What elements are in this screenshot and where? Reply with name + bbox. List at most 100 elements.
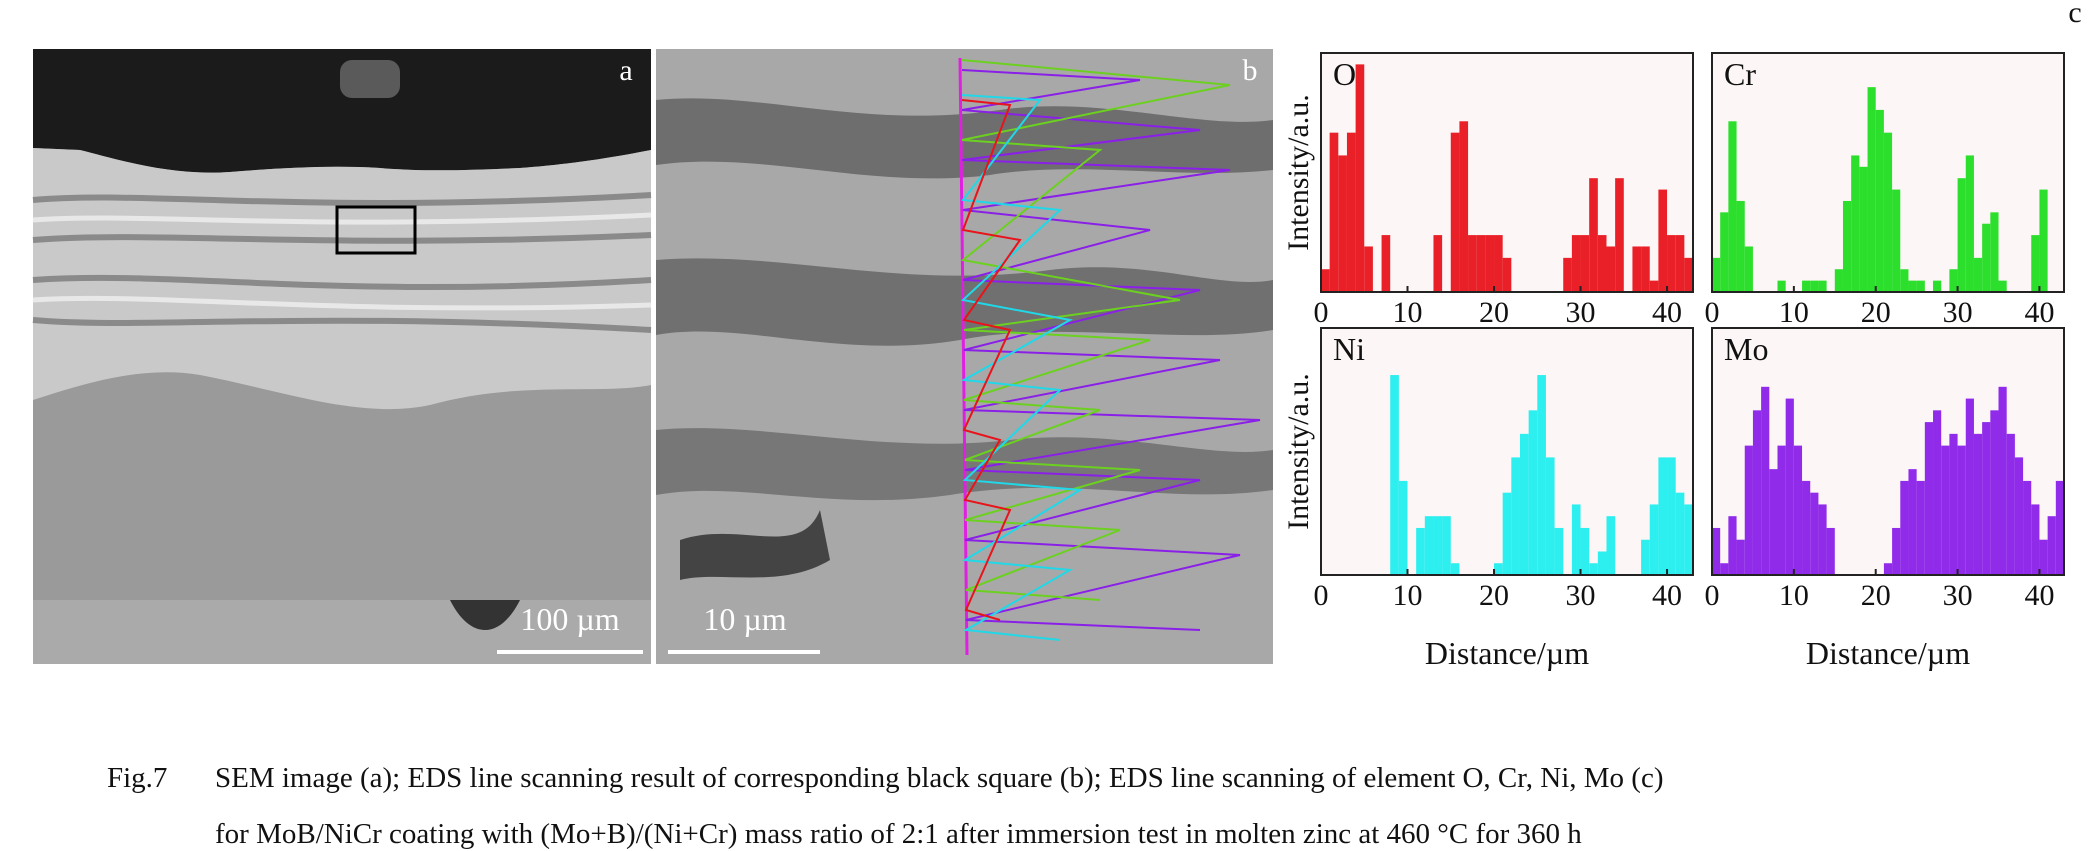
bar [1802, 480, 1811, 575]
bar [1329, 132, 1339, 292]
x-tick-label: 10 [1393, 296, 1423, 329]
bar [2023, 480, 2032, 575]
bar [1892, 189, 1901, 292]
bar [1545, 457, 1555, 575]
chart-title: Ni [1333, 331, 1365, 367]
bar [1511, 457, 1520, 575]
x-tick-label: 0 [1705, 579, 1720, 612]
bar [1355, 64, 1365, 292]
bar [1834, 269, 1843, 292]
bar [1933, 280, 1942, 292]
bar [1777, 445, 1786, 575]
y-axis-label: Intensity/a.u. [1282, 373, 1315, 530]
bar [1712, 527, 1721, 575]
bar [1900, 269, 1909, 292]
bar [1571, 504, 1581, 575]
bar [1883, 563, 1893, 575]
bar [1973, 433, 1983, 575]
bar [1684, 504, 1693, 575]
x-axis-label: Distance/µm [1806, 635, 1970, 671]
bar [1485, 235, 1495, 292]
bar [1892, 527, 1901, 575]
chart-title: Cr [1724, 56, 1756, 92]
plot-frame [1320, 52, 1694, 293]
bar [1851, 155, 1860, 292]
x-tick-label: 0 [1705, 296, 1720, 329]
bar [1957, 445, 1966, 575]
caption-text: SEM image (a); EDS line scanning result … [215, 762, 1664, 794]
x-tick-label: 10 [1779, 579, 1809, 612]
bar [1965, 155, 1974, 292]
bar [1842, 200, 1852, 292]
bar [1728, 121, 1737, 293]
bar [1736, 200, 1745, 292]
bar [1615, 178, 1624, 292]
bar [1338, 155, 1347, 292]
scale-bar-label: 10 µm [703, 601, 786, 637]
bar [1494, 235, 1503, 292]
panel-label: c [2068, 0, 2081, 29]
bar [1658, 189, 1668, 292]
bar [1916, 280, 1925, 292]
bar [1597, 551, 1607, 575]
bar [1769, 469, 1778, 575]
panel-label: a [619, 54, 632, 87]
bar [1390, 375, 1399, 575]
plot-frame [1320, 327, 1694, 576]
bar [1973, 257, 1983, 292]
bar [1818, 504, 1827, 575]
bar [1982, 223, 1991, 292]
bar [1424, 516, 1434, 575]
chart-title: Mo [1724, 331, 1768, 367]
bar [1468, 235, 1477, 292]
bar [1528, 410, 1538, 575]
bar [1537, 375, 1546, 575]
bar [1867, 87, 1876, 293]
bar [1519, 433, 1529, 575]
bar [1728, 516, 1737, 575]
x-tick-label: 20 [1479, 579, 1509, 612]
bar [1810, 280, 1819, 292]
bar [1554, 527, 1564, 575]
x-tick-label: 10 [1779, 296, 1809, 329]
bar [1649, 504, 1659, 575]
sem-image-b [656, 49, 1273, 664]
bar [1494, 563, 1503, 575]
bar [1908, 469, 1917, 575]
caption-text: for MoB/NiCr coating with (Mo+B)/(Ni+Cr)… [215, 818, 1582, 850]
x-tick-label: 30 [1566, 296, 1596, 329]
bar [1450, 132, 1460, 292]
bar [1563, 257, 1572, 292]
x-tick-label: 10 [1393, 579, 1423, 612]
bar [1597, 235, 1607, 292]
bar [1502, 257, 1512, 292]
bar [1364, 246, 1373, 292]
plot-frame [1711, 52, 2065, 293]
x-tick-label: 40 [2024, 579, 2054, 612]
bar [2006, 433, 2015, 575]
bar [1736, 539, 1745, 575]
sem-image-a [32, 49, 652, 664]
x-tick-label: 30 [1943, 579, 1973, 612]
bar [1589, 178, 1598, 292]
bar [1990, 410, 1999, 575]
bar [1632, 246, 1642, 292]
bar [1684, 257, 1693, 292]
x-tick-label: 0 [1314, 296, 1329, 329]
bar [1941, 445, 1950, 575]
bar [1883, 132, 1893, 292]
bar [1641, 539, 1650, 575]
x-tick-label: 30 [1566, 579, 1596, 612]
bar [1442, 516, 1451, 575]
bar [1476, 235, 1486, 292]
bar [1502, 492, 1512, 575]
bar [2039, 539, 2048, 575]
bar [2039, 189, 2048, 292]
x-tick-label: 40 [1652, 296, 1682, 329]
bar [1752, 410, 1762, 575]
bar [1818, 280, 1827, 292]
panel-label: b [1243, 54, 1258, 87]
bar [1675, 492, 1685, 575]
bar [1459, 121, 1469, 293]
